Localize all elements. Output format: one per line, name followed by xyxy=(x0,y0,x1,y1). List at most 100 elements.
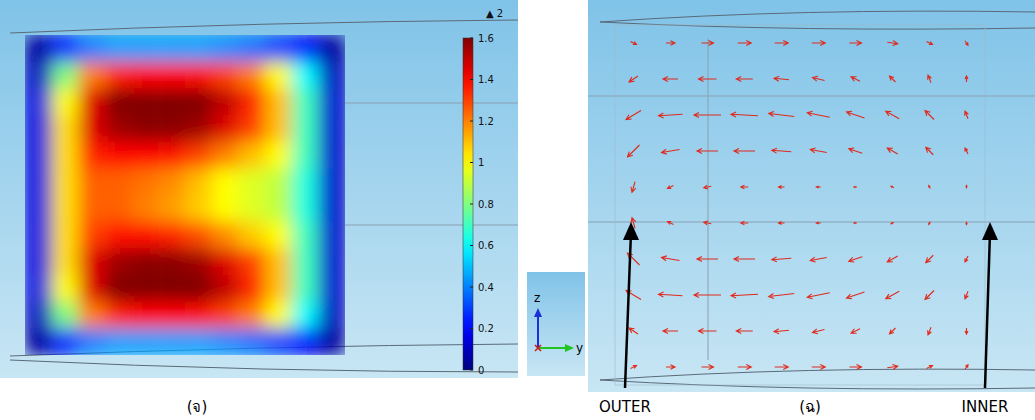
vector-arrow xyxy=(699,329,717,334)
heat-cell xyxy=(52,168,79,195)
vector-arrow xyxy=(775,365,789,370)
colorbar-label: 1.6 xyxy=(478,33,494,44)
heat-cell xyxy=(25,275,52,302)
colorbar-label: 0.4 xyxy=(478,282,494,293)
vector-arrow xyxy=(849,148,863,153)
vector-arrow xyxy=(891,222,894,224)
vector-arrow xyxy=(966,186,968,189)
vector-arrow xyxy=(697,149,718,154)
heat-cell xyxy=(25,88,52,115)
heat-cell xyxy=(265,142,292,169)
vector-arrow xyxy=(694,113,721,118)
heat-cell xyxy=(318,195,345,222)
heat-cell xyxy=(238,62,265,89)
heat-cell xyxy=(318,328,345,355)
vector-arrow xyxy=(965,365,968,370)
heat-cell xyxy=(185,142,212,169)
colorbar-tick xyxy=(470,245,473,246)
heat-cell xyxy=(25,62,52,89)
left-background xyxy=(0,0,518,378)
vector-arrow xyxy=(925,111,934,120)
vector-arrow xyxy=(965,76,968,82)
heat-cell xyxy=(52,142,79,169)
vector-arrow xyxy=(702,41,714,46)
vector-arrow xyxy=(629,76,638,82)
colorbar-tick xyxy=(470,38,473,39)
vector-arrow xyxy=(741,185,749,189)
vector-arrow xyxy=(928,327,932,335)
figure: 00.20.40.60.811.21.41.6▲ 2(จ)OUTER(ฉ)INN… xyxy=(0,0,1035,420)
vector-arrow xyxy=(666,41,675,46)
heat-cell xyxy=(132,62,159,89)
heat-cell xyxy=(212,275,239,302)
vector-arrow xyxy=(926,255,934,263)
heat-cell xyxy=(292,222,319,249)
heat-cell xyxy=(265,248,292,275)
vector-arrow xyxy=(927,366,933,369)
heat-cell xyxy=(265,222,292,249)
vector-arrow xyxy=(851,77,860,82)
heat-cell xyxy=(158,222,185,249)
colorbar-tick xyxy=(470,121,473,122)
vector-arrow xyxy=(890,76,896,82)
heat-cell xyxy=(238,328,265,355)
heat-cell xyxy=(238,168,265,195)
heat-cell xyxy=(78,62,105,89)
vector-arrow xyxy=(731,112,758,117)
axis-label: z xyxy=(534,291,540,305)
heat-cell xyxy=(185,195,212,222)
vector-arrow xyxy=(850,41,862,46)
heat-cell xyxy=(212,142,239,169)
vector-arrow xyxy=(816,222,821,224)
heat-cell xyxy=(265,62,292,89)
vector-arrow xyxy=(663,329,678,334)
vector-arrow xyxy=(659,292,683,297)
heat-cell xyxy=(185,302,212,329)
heat-cell xyxy=(318,88,345,115)
heat-cell xyxy=(25,35,52,62)
vector-arrow xyxy=(668,222,674,225)
vector-arrow xyxy=(965,111,969,119)
heat-cell xyxy=(318,115,345,142)
heat-cell xyxy=(238,302,265,329)
vector-arrow xyxy=(887,148,898,154)
vector-field xyxy=(626,41,968,370)
triad-y-head xyxy=(565,344,574,352)
heat-cell xyxy=(25,142,52,169)
vector-arrow xyxy=(738,41,752,46)
heat-cell xyxy=(318,222,345,249)
heat-cell xyxy=(132,195,159,222)
heat-cell xyxy=(158,302,185,329)
heat-cell xyxy=(52,62,79,89)
vector-arrow xyxy=(850,365,862,370)
heat-cell xyxy=(158,115,185,142)
vector-arrow xyxy=(807,293,830,299)
heat-cell xyxy=(78,142,105,169)
heat-cell xyxy=(292,275,319,302)
vector-arrow xyxy=(775,41,789,46)
vector-arrow xyxy=(774,329,789,334)
vector-arrow xyxy=(668,186,674,189)
heat-cell xyxy=(105,35,132,62)
heat-cell xyxy=(78,248,105,275)
heat-cell xyxy=(25,168,52,195)
vector-arrow xyxy=(736,77,753,82)
vector-arrow xyxy=(816,186,821,188)
colorbar xyxy=(463,38,473,370)
heat-cell xyxy=(158,142,185,169)
triad-x xyxy=(535,345,541,351)
vector-arrow xyxy=(663,77,678,82)
vector-arrow xyxy=(810,257,827,262)
vector-arrow xyxy=(702,365,714,370)
triad-z xyxy=(537,314,539,348)
vector-arrow xyxy=(741,221,749,225)
heat-cell xyxy=(185,275,212,302)
heat-cell xyxy=(52,35,79,62)
heat-cell xyxy=(238,195,265,222)
vector-arrow xyxy=(629,328,638,334)
heat-cell xyxy=(132,275,159,302)
vector-arrow xyxy=(626,111,641,120)
vector-arrow xyxy=(699,77,717,82)
vector-arrow xyxy=(927,42,933,45)
colorbar-label: 0.8 xyxy=(478,199,494,210)
